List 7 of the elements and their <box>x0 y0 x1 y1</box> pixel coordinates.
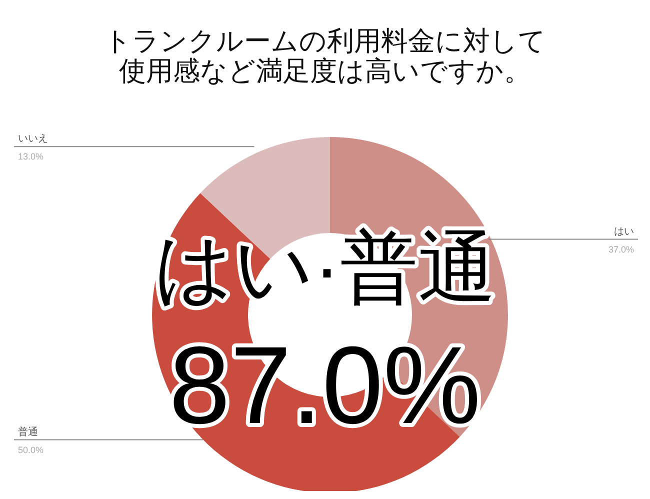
slice-label: はい <box>614 226 634 238</box>
data-label: 37.0% <box>608 244 634 254</box>
data-label: 50.0% <box>18 444 44 455</box>
slice-label: 普通 <box>18 426 38 438</box>
chart-title: トランクルームの利用料金に対して使用感など満足度は高いですか。 <box>103 26 547 86</box>
slice-label: いいえ <box>18 134 48 145</box>
data-label: 13.0% <box>18 152 44 162</box>
